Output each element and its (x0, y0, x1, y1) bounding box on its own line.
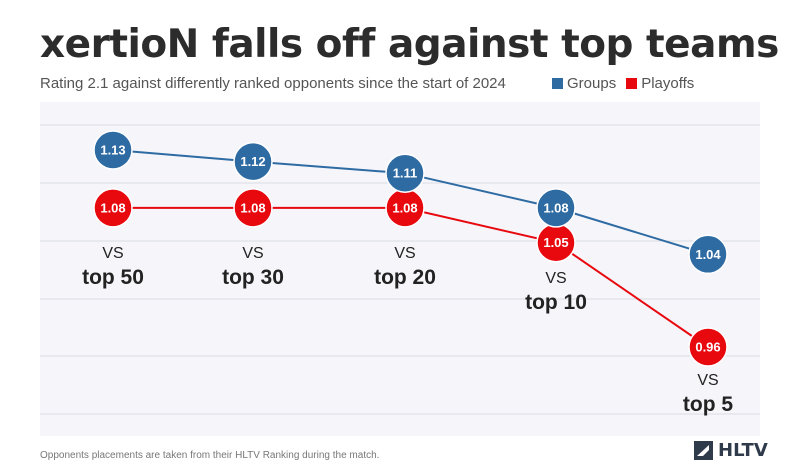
legend-swatch-playoffs (626, 78, 638, 89)
hltv-logo-icon (694, 441, 713, 460)
category-label-1: top 30 (222, 266, 284, 289)
legend-label-playoffs: Playoffs (641, 75, 695, 92)
data-label-playoffs-4: 0.96 (695, 340, 720, 355)
data-label-playoffs-1: 1.08 (240, 200, 265, 215)
data-label-groups-2: 1.11 (393, 166, 418, 181)
data-label-groups-1: 1.12 (240, 154, 265, 169)
legend-item-groups: Groups (552, 75, 616, 92)
marker-playoffs-0 (93, 188, 133, 228)
footer-note: Opponents placements are taken from thei… (40, 450, 380, 461)
legend-item-playoffs: Playoffs (626, 75, 694, 92)
chart-subtitle: Rating 2.1 against differently ranked op… (40, 75, 506, 92)
category-label-2: top 20 (374, 266, 436, 289)
category-label-vs-1: VS (242, 245, 263, 262)
category-label-4: top 5 (683, 393, 733, 416)
marker-groups-0 (93, 130, 133, 170)
category-label-vs-3: VS (545, 270, 566, 287)
brand-name: HLTV (718, 440, 768, 461)
data-label-playoffs-0: 1.08 (100, 200, 125, 215)
category-label-vs-4: VS (697, 372, 718, 389)
marker-playoffs-1 (233, 188, 273, 228)
legend: Groups Playoffs (552, 75, 704, 92)
category-label-0: top 50 (82, 266, 144, 289)
legend-swatch-groups (552, 78, 563, 89)
data-label-playoffs-3: 1.05 (543, 235, 568, 250)
marker-groups-4 (688, 234, 728, 275)
category-label-3: top 10 (525, 291, 587, 314)
data-label-groups-3: 1.08 (543, 200, 568, 215)
category-label-vs-2: VS (394, 245, 415, 262)
data-label-playoffs-2: 1.08 (392, 200, 417, 215)
legend-label-groups: Groups (567, 75, 617, 92)
hltv-logo: HLTV (694, 440, 768, 461)
marker-groups-2 (385, 153, 425, 193)
data-label-groups-4: 1.04 (695, 247, 721, 262)
line-chart: 1.08 1.08 1.08 1.05 0.96 1.13 1.12 1.11 1.08 1.04… (40, 124, 760, 416)
chart-panel: 1.08 1.08 1.08 1.05 0.96 1.13 1.12 1.11 1.08 1.04… (40, 102, 760, 436)
category-label-vs-0: VS (102, 245, 123, 262)
chart-title: xertioN falls off against top teams (40, 22, 779, 67)
marker-playoffs-4 (688, 327, 728, 367)
data-label-groups-0: 1.13 (100, 143, 125, 158)
marker-groups-1 (233, 141, 273, 182)
marker-groups-3 (536, 188, 576, 228)
